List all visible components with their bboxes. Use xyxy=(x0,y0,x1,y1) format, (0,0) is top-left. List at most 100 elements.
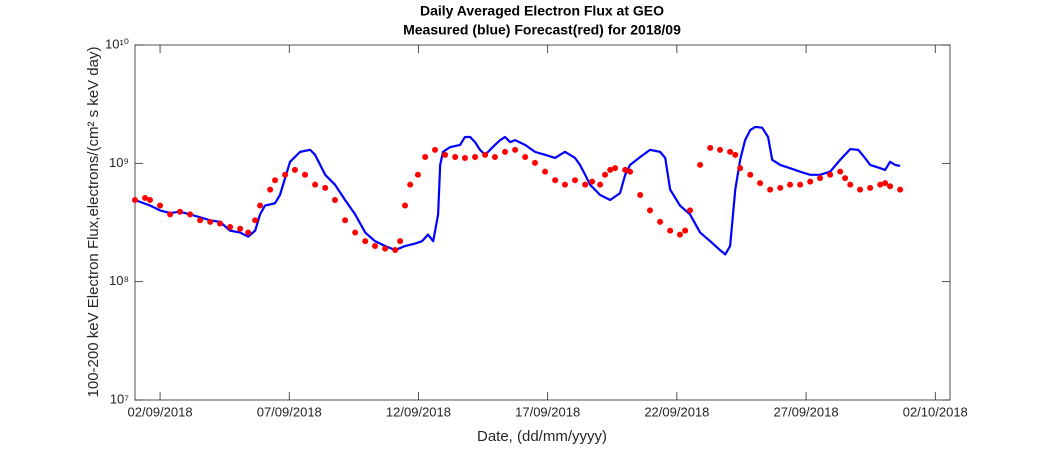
forecast-dot xyxy=(342,217,349,224)
y-tick-label: 10⁸ xyxy=(109,273,129,288)
forecast-dot xyxy=(817,175,824,182)
x-tick-label: 02/10/2018 xyxy=(903,404,968,419)
forecast-dot xyxy=(532,159,539,166)
forecast-dot xyxy=(491,154,498,161)
forecast-dot xyxy=(245,229,252,236)
forecast-dot xyxy=(197,217,204,224)
forecast-dot xyxy=(207,218,214,225)
forecast-dot xyxy=(422,154,429,161)
forecast-dot xyxy=(291,166,298,173)
forecast-dot xyxy=(414,171,421,178)
forecast-dot xyxy=(352,229,359,236)
forecast-dot xyxy=(646,207,653,214)
x-tick-label: 17/09/2018 xyxy=(515,404,580,419)
forecast-dot xyxy=(687,207,694,214)
forecast-dot xyxy=(227,223,234,230)
forecast-dot xyxy=(887,183,894,190)
forecast-dot xyxy=(237,225,244,232)
forecast-dot xyxy=(897,186,904,193)
forecast-dot xyxy=(157,202,164,209)
forecast-dot xyxy=(176,208,183,215)
forecast-dot xyxy=(167,211,174,218)
forecast-dot xyxy=(727,148,734,155)
y-tick-label: 10⁷ xyxy=(110,391,129,406)
forecast-dot xyxy=(512,146,519,153)
forecast-dot xyxy=(372,243,379,250)
forecast-dot xyxy=(312,181,319,188)
plot-frame xyxy=(134,44,951,401)
forecast-dot xyxy=(612,165,619,172)
forecast-dot xyxy=(827,171,834,178)
forecast-dot xyxy=(737,165,744,172)
forecast-dot xyxy=(777,184,784,191)
forecast-dot xyxy=(732,151,739,158)
forecast-dot xyxy=(697,161,704,168)
forecast-dot xyxy=(382,245,389,252)
forecast-dot xyxy=(402,202,409,209)
forecast-dot xyxy=(676,231,683,238)
forecast-dot xyxy=(392,247,399,254)
forecast-dot xyxy=(877,181,884,188)
y-tick-label: 10⁹ xyxy=(109,155,129,170)
forecast-dot xyxy=(552,177,559,184)
forecast-dot xyxy=(522,154,529,161)
x-axis-label: Date, (dd/mm/yyyy) xyxy=(477,428,607,445)
forecast-dot xyxy=(482,151,489,158)
forecast-dot xyxy=(657,218,664,225)
forecast-dot xyxy=(332,196,339,203)
forecast-dot xyxy=(572,177,579,184)
chart-subtitle: Measured (blue) Forecast(red) for 2018/0… xyxy=(403,22,681,38)
forecast-dot xyxy=(867,184,874,191)
forecast-dot xyxy=(362,238,369,245)
forecast-dot xyxy=(461,154,468,161)
forecast-dot xyxy=(717,146,724,153)
forecast-dot xyxy=(132,196,138,203)
forecast-dot xyxy=(847,181,854,188)
forecast-dot xyxy=(787,181,794,188)
forecast-dot xyxy=(882,180,889,187)
y-axis-label: 100-200 keV Electron Flux,electrons/(cm²… xyxy=(85,47,102,398)
forecast-dot xyxy=(622,166,629,173)
forecast-dot xyxy=(472,154,479,161)
forecast-dot xyxy=(837,168,844,175)
forecast-dot xyxy=(767,186,774,193)
x-tick-label: 27/09/2018 xyxy=(774,404,839,419)
forecast-dot xyxy=(187,211,194,218)
forecast-dot xyxy=(807,178,814,185)
forecast-dot xyxy=(682,227,689,234)
forecast-dot xyxy=(667,227,674,234)
forecast-dot xyxy=(637,192,644,199)
forecast-dot xyxy=(407,181,414,188)
forecast-dot xyxy=(432,146,439,153)
forecast-dot xyxy=(452,154,459,161)
y-tick-label: 10¹⁰ xyxy=(105,36,129,51)
forecast-dot xyxy=(857,186,864,193)
forecast-dot xyxy=(627,168,634,175)
forecast-dot xyxy=(589,178,596,185)
forecast-dot xyxy=(607,166,614,173)
forecast-dot xyxy=(272,177,279,184)
forecast-dot xyxy=(282,171,289,178)
forecast-dot xyxy=(442,151,449,158)
forecast-dot xyxy=(217,220,224,227)
forecast-dot xyxy=(797,181,804,188)
forecast-dot xyxy=(582,181,589,188)
forecast-dot xyxy=(397,238,404,245)
forecast-dot xyxy=(707,144,714,151)
forecast-dot xyxy=(747,171,754,178)
forecast-dot xyxy=(502,148,509,155)
forecast-dot xyxy=(561,181,568,188)
x-tick-label: 22/09/2018 xyxy=(644,404,709,419)
chart-title: Daily Averaged Electron Flux at GEO xyxy=(420,3,664,19)
forecast-dot xyxy=(602,171,609,178)
x-tick-label: 12/09/2018 xyxy=(386,404,451,419)
forecast-dot xyxy=(542,168,549,175)
forecast-dot xyxy=(146,196,153,203)
forecast-dot xyxy=(142,194,149,201)
forecast-dot xyxy=(267,186,274,193)
forecast-dot xyxy=(302,171,309,178)
forecast-dot xyxy=(597,181,604,188)
forecast-dot xyxy=(322,184,329,191)
